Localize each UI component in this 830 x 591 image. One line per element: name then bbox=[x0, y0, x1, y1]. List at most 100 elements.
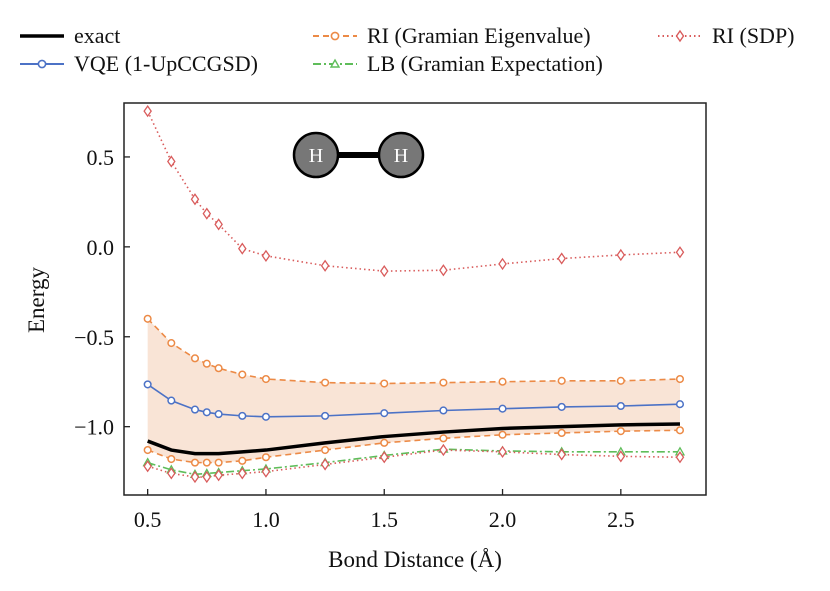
data-point-ri-sdp-lower-11 bbox=[557, 448, 566, 461]
data-point-ri-sdp-lower-7 bbox=[320, 458, 330, 471]
data-point-vqe-1-upccgsd-7 bbox=[321, 411, 330, 420]
data-point-vqe-1-upccgsd-12 bbox=[616, 401, 625, 411]
data-point-ri-sdp-4 bbox=[214, 218, 223, 231]
data-point-ri-sdp-lower-2 bbox=[190, 470, 200, 484]
data-point-ri-sdp-10 bbox=[498, 257, 507, 271]
data-point-ri-gramian-eigenvalue-lower-12 bbox=[616, 427, 625, 436]
legend-label-vqe: VQE (1-UpCCGSD) bbox=[74, 51, 258, 76]
data-point-ri-sdp-9 bbox=[439, 264, 448, 277]
data-point-ri-gramian-eigenvalue-lower-7 bbox=[321, 445, 330, 455]
y-tick-label: −0.5 bbox=[74, 325, 114, 350]
data-point-ri-sdp-6 bbox=[261, 249, 271, 262]
data-point-vqe-1-upccgsd-10 bbox=[498, 404, 507, 413]
data-point-ri-gramian-eigenvalue-10 bbox=[498, 377, 507, 386]
data-point-ri-gramian-eigenvalue-9 bbox=[439, 378, 448, 387]
data-point-ri-gramian-eigenvalue-lower-4 bbox=[214, 458, 223, 467]
data-point-ri-sdp-lower-0 bbox=[143, 460, 152, 473]
legend: exact VQE (1-UpCCGSD) RI (Gramian Eigenv… bbox=[20, 23, 795, 76]
data-point-ri-gramian-eigenvalue-0 bbox=[143, 314, 152, 323]
data-point-ri-gramian-eigenvalue-lower-3 bbox=[202, 458, 211, 467]
data-point-ri-gramian-eigenvalue-12 bbox=[616, 376, 625, 385]
data-point-ri-sdp-lower-3 bbox=[202, 470, 212, 484]
series-vqe-1-upccgsd bbox=[143, 380, 685, 421]
data-point-ri-gramian-eigenvalue-lower-10 bbox=[498, 430, 507, 439]
data-point-ri-gramian-eigenvalue-3 bbox=[202, 359, 211, 368]
data-point-ri-sdp-8 bbox=[379, 264, 389, 278]
legend-label-lb: LB (Gramian Expectation) bbox=[367, 51, 603, 76]
legend-label-exact: exact bbox=[74, 23, 120, 48]
data-point-ri-sdp-1 bbox=[167, 155, 176, 168]
data-point-vqe-1-upccgsd-5 bbox=[238, 411, 247, 420]
data-point-ri-gramian-eigenvalue-lower-8 bbox=[380, 438, 389, 447]
y-tick-label: 0.5 bbox=[87, 145, 115, 170]
data-point-ri-gramian-eigenvalue-5 bbox=[238, 370, 247, 379]
data-point-ri-gramian-eigenvalue-lower-5 bbox=[238, 456, 247, 465]
data-point-ri-gramian-eigenvalue-lower-1 bbox=[167, 454, 176, 464]
series-ri-sdp-lower bbox=[143, 443, 685, 484]
data-point-ri-gramian-eigenvalue-lower-2 bbox=[190, 458, 200, 467]
data-point-ri-sdp-lower-6 bbox=[261, 465, 271, 478]
data-point-ri-gramian-eigenvalue-6 bbox=[261, 374, 271, 384]
data-point-ri-gramian-eigenvalue-lower-0 bbox=[143, 445, 152, 455]
data-point-ri-sdp-3 bbox=[202, 207, 212, 220]
data-point-ri-gramian-eigenvalue-13 bbox=[675, 374, 685, 384]
data-point-ri-gramian-eigenvalue-4 bbox=[214, 364, 223, 373]
series-exact bbox=[147, 422, 681, 456]
data-point-ri-gramian-eigenvalue-lower-11 bbox=[557, 428, 566, 438]
plot-frame bbox=[123, 102, 707, 496]
data-point-ri-gramian-eigenvalue-7 bbox=[321, 378, 330, 387]
legend-entry-vqe: VQE (1-UpCCGSD) bbox=[20, 51, 258, 76]
data-point-ri-sdp-lower-10 bbox=[498, 445, 507, 458]
legend-entry-ri-sdp: RI (SDP) bbox=[658, 23, 795, 48]
legend-entry-lb: LB (Gramian Expectation) bbox=[313, 51, 603, 76]
ticks-layer: 0.5 1.0 1.5 2.0 2.5 0.5 0.0 −0.5 −1.0 bbox=[74, 145, 635, 532]
x-tick-label: 0.5 bbox=[134, 507, 162, 532]
y-tick-label: 0.0 bbox=[87, 235, 115, 260]
series-line-ri-sdp bbox=[146, 110, 681, 272]
data-point-ri-gramian-eigenvalue-8 bbox=[380, 379, 389, 388]
x-tick-label: 1.0 bbox=[252, 507, 280, 532]
data-point-vqe-1-upccgsd-9 bbox=[439, 406, 448, 415]
shaded-band bbox=[147, 318, 680, 463]
series-ri-sdp bbox=[143, 104, 685, 278]
data-point-ri-sdp-lower-13 bbox=[675, 451, 685, 464]
data-point-vqe-1-upccgsd-4 bbox=[214, 410, 223, 419]
data-point-ri-sdp-7 bbox=[320, 259, 330, 272]
data-point-ri-sdp-lower-12 bbox=[616, 450, 626, 463]
data-point-vqe-1-upccgsd-6 bbox=[261, 412, 271, 421]
x-tick-label: 2.5 bbox=[607, 507, 635, 532]
legend-marker-lb bbox=[329, 58, 341, 68]
shaded-band-layer bbox=[147, 318, 680, 463]
data-point-ri-sdp-lower-8 bbox=[379, 451, 389, 464]
data-point-ri-sdp-2 bbox=[190, 193, 200, 206]
legend-entry-exact: exact bbox=[20, 23, 120, 48]
x-tick-label: 2.0 bbox=[489, 507, 517, 532]
data-point-vqe-1-upccgsd-8 bbox=[380, 409, 389, 418]
data-point-ri-sdp-lower-9 bbox=[439, 443, 448, 457]
legend-marker-ri-sdp bbox=[675, 29, 685, 43]
y-axis-label: Energy bbox=[24, 267, 49, 334]
series-ri-gramian-eigenvalue bbox=[143, 314, 685, 388]
data-point-ri-sdp-lower-1 bbox=[167, 467, 176, 480]
data-point-ri-sdp-lower-4 bbox=[214, 469, 223, 482]
data-point-ri-gramian-eigenvalue-1 bbox=[167, 339, 176, 348]
legend-label-ri-sdp: RI (SDP) bbox=[712, 23, 795, 48]
data-point-vqe-1-upccgsd-3 bbox=[202, 408, 211, 417]
data-point-ri-sdp-11 bbox=[557, 252, 566, 265]
data-point-vqe-1-upccgsd-0 bbox=[143, 380, 152, 389]
series-layer bbox=[142, 104, 686, 484]
data-point-ri-sdp-lower-5 bbox=[237, 467, 247, 480]
data-point-ri-sdp-0 bbox=[143, 104, 152, 118]
h2-molecule-icon: H H bbox=[292, 131, 425, 179]
atom-label-left: H bbox=[309, 145, 323, 167]
data-point-vqe-1-upccgsd-1 bbox=[167, 396, 176, 405]
y-tick-label: −1.0 bbox=[74, 415, 114, 440]
data-point-ri-gramian-eigenvalue-2 bbox=[190, 354, 200, 363]
data-point-ri-sdp-13 bbox=[675, 246, 685, 259]
data-point-ri-gramian-eigenvalue-lower-6 bbox=[261, 453, 271, 462]
legend-label-ri-gramian: RI (Gramian Eigenvalue) bbox=[367, 23, 591, 48]
data-point-ri-gramian-eigenvalue-lower-13 bbox=[675, 426, 685, 435]
legend-marker-vqe bbox=[37, 59, 47, 69]
data-point-vqe-1-upccgsd-13 bbox=[675, 400, 685, 409]
